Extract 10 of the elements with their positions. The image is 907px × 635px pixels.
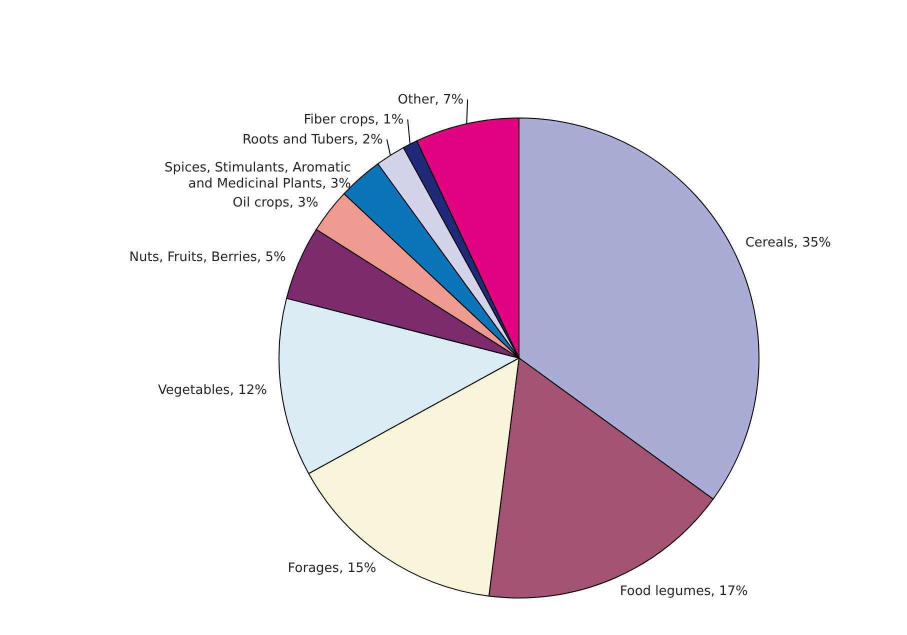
slice-label: Oil crops, 3% xyxy=(232,195,318,210)
slice-label: Food legumes, 17% xyxy=(620,584,748,600)
slice-label: Forages, 15% xyxy=(288,561,376,576)
slice-label: Spices, Stimulants, Aromatic and Medicinal Plants, 3% xyxy=(164,160,352,192)
slice-label: Vegetables, 12% xyxy=(158,382,268,398)
slice-label: Nuts, Fruits, Berries, 5% xyxy=(129,250,286,266)
slice-label: Other, 7% xyxy=(398,92,464,108)
slice-label: Roots and Tubers, 2% xyxy=(242,132,383,148)
slice-label: Fiber crops, 1% xyxy=(304,112,404,128)
slice-label: Cereals, 35% xyxy=(745,236,831,251)
